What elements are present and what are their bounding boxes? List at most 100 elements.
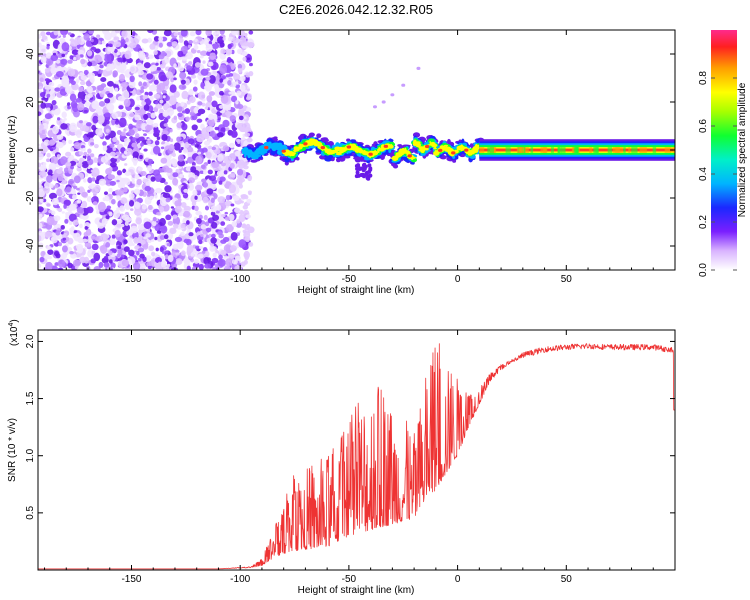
noise-speckle xyxy=(210,205,218,213)
noise-speckle xyxy=(200,68,209,76)
noise-speckle xyxy=(173,77,177,81)
noise-speckle xyxy=(156,66,161,71)
noise-speckle xyxy=(158,42,163,48)
noise-speckle xyxy=(160,260,167,268)
noise-speckle xyxy=(125,37,129,43)
noise-speckle xyxy=(136,96,141,101)
noise-speckle xyxy=(76,245,84,254)
noise-speckle xyxy=(147,175,151,180)
noise-speckle xyxy=(106,205,112,210)
noise-speckle xyxy=(105,128,110,133)
noise-speckle xyxy=(50,54,59,62)
noise-speckle xyxy=(55,253,61,259)
noise-speckle xyxy=(214,126,220,131)
noise-speckle xyxy=(68,168,74,174)
noise-speckle xyxy=(177,112,183,118)
noise-speckle xyxy=(149,195,154,200)
noise-speckle xyxy=(57,207,63,213)
trace-blob xyxy=(303,135,307,139)
noise-speckle xyxy=(61,75,70,86)
noise-speckle xyxy=(46,107,51,112)
noise-speckle xyxy=(146,56,150,60)
noise-speckle xyxy=(200,233,204,237)
noise-speckle xyxy=(44,67,50,73)
noise-speckle xyxy=(75,97,82,103)
noise-speckle xyxy=(136,250,140,256)
noise-speckle xyxy=(114,229,121,238)
trace-blob xyxy=(434,150,438,154)
noise-speckle xyxy=(208,175,217,181)
noise-speckle xyxy=(85,80,92,87)
trace-blob xyxy=(339,146,343,152)
noise-speckle xyxy=(151,220,157,227)
noise-speckle xyxy=(114,80,120,85)
noise-speckle xyxy=(39,44,47,54)
noise-speckle xyxy=(38,222,43,230)
trace-blob xyxy=(461,138,465,144)
noise-speckle xyxy=(240,200,244,204)
noise-speckle xyxy=(55,59,61,64)
noise-speckle xyxy=(170,77,175,83)
noise-speckle xyxy=(197,151,202,155)
noise-speckle xyxy=(117,182,126,189)
noise-speckle xyxy=(108,250,113,256)
noise-speckle xyxy=(158,71,166,82)
noise-speckle xyxy=(158,54,165,60)
noise-speckle xyxy=(40,56,47,64)
noise-speckle xyxy=(168,95,177,106)
noise-speckle xyxy=(137,224,146,231)
noise-speckle xyxy=(193,258,199,264)
noise-speckle xyxy=(123,137,131,144)
noise-speckle xyxy=(63,167,69,174)
noise-speckle xyxy=(164,250,169,254)
noise-speckle xyxy=(184,108,191,114)
noise-speckle xyxy=(238,214,246,223)
noise-speckle xyxy=(131,179,135,184)
noise-speckle xyxy=(79,157,85,164)
noise-speckle xyxy=(231,65,236,70)
noise-speckle xyxy=(76,207,84,214)
noise-speckle xyxy=(224,216,230,221)
noise-speckle xyxy=(220,249,227,256)
noise-speckle xyxy=(146,165,153,172)
noise-speckle xyxy=(155,62,159,66)
noise-speckle xyxy=(165,214,172,221)
noise-speckle xyxy=(244,235,251,243)
noise-speckle xyxy=(155,187,163,194)
trace-blob xyxy=(344,146,347,150)
noise-speckle xyxy=(54,87,61,92)
noise-speckle xyxy=(74,129,83,137)
noise-speckle xyxy=(48,169,53,175)
noise-speckle xyxy=(223,170,228,175)
noise-speckle xyxy=(216,36,225,44)
noise-speckle xyxy=(158,36,164,42)
noise-speckle xyxy=(187,44,192,48)
noise-speckle xyxy=(134,208,142,216)
trace-blob xyxy=(335,149,340,152)
noise-speckle xyxy=(211,161,220,169)
noise-speckle xyxy=(135,217,142,225)
noise-speckle xyxy=(94,54,102,64)
noise-speckle xyxy=(166,242,171,247)
noise-speckle xyxy=(187,138,195,145)
noise-speckle xyxy=(40,147,48,153)
noise-speckle xyxy=(46,174,53,183)
noise-speckle xyxy=(143,104,150,111)
noise-speckle xyxy=(240,84,246,92)
noise-speckle xyxy=(205,227,212,233)
noise-speckle xyxy=(61,42,70,52)
noise-speckle xyxy=(137,166,143,172)
noise-speckle xyxy=(231,220,238,228)
noise-speckle xyxy=(123,246,130,253)
noise-speckle xyxy=(116,51,121,56)
noise-speckle xyxy=(190,252,195,257)
noise-speckle xyxy=(204,205,210,211)
noise-speckle xyxy=(206,188,214,195)
noise-speckle xyxy=(214,83,220,91)
noise-speckle xyxy=(94,48,101,54)
noise-speckle xyxy=(64,218,69,224)
noise-speckle xyxy=(61,252,68,259)
noise-speckle xyxy=(95,128,103,136)
noise-speckle xyxy=(101,218,108,225)
noise-speckle xyxy=(124,221,129,226)
